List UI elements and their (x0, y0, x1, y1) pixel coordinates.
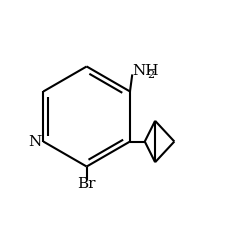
Text: 2: 2 (148, 70, 155, 80)
Text: Br: Br (77, 177, 96, 191)
Text: NH: NH (132, 64, 159, 78)
Text: N: N (29, 134, 42, 148)
